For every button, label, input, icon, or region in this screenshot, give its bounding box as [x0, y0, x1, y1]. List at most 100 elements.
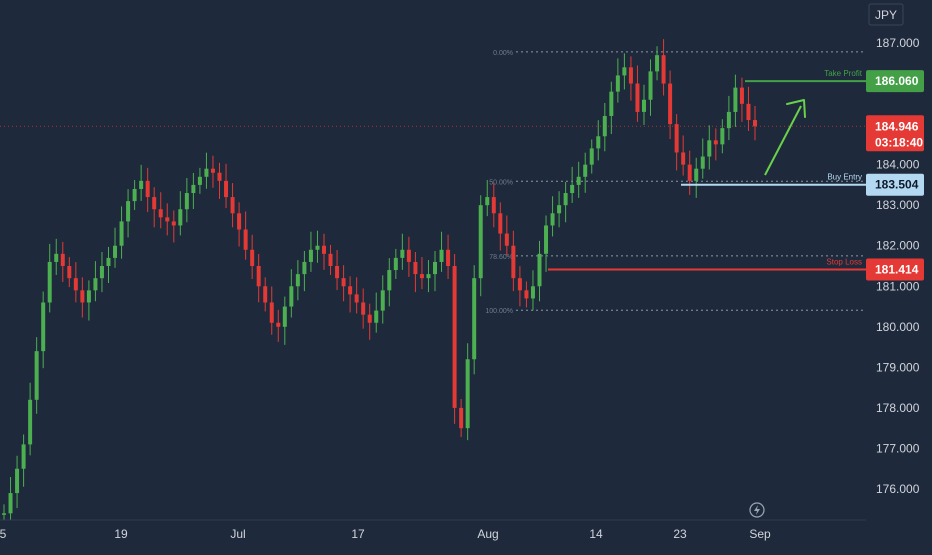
time-tick-label: 17	[351, 527, 365, 541]
candle-body	[602, 115, 607, 137]
candle	[374, 292, 379, 333]
candle	[256, 254, 261, 303]
candle-body	[308, 249, 313, 262]
candle-body	[132, 188, 137, 202]
candle	[733, 74, 738, 127]
candle	[655, 46, 660, 81]
candle	[197, 167, 202, 194]
time-tick-label: Sep	[749, 527, 771, 541]
candle	[570, 166, 575, 203]
candle	[576, 161, 581, 198]
candle-body	[661, 55, 666, 84]
candle	[335, 249, 340, 291]
candle-body	[250, 249, 255, 266]
candle-body	[2, 513, 6, 515]
candle-body	[668, 83, 673, 125]
candle	[504, 215, 509, 256]
candle-body	[302, 261, 307, 275]
price-tick-label: 182.000	[876, 239, 920, 253]
candle-body	[230, 197, 235, 214]
candle-body	[524, 290, 529, 299]
candle-body	[191, 184, 196, 194]
candle-body	[504, 233, 509, 246]
buy-entry-tag: 183.504	[866, 173, 924, 196]
time-axis-panel[interactable]	[0, 520, 932, 550]
lightning-icon[interactable]	[749, 502, 765, 518]
candle-body	[348, 286, 353, 295]
candle	[674, 114, 679, 171]
candle-body	[152, 197, 157, 210]
candle	[126, 189, 131, 238]
candle-body	[674, 124, 679, 153]
time-tick-label: 23	[673, 527, 687, 541]
candle	[2, 504, 6, 523]
candle-body	[197, 176, 202, 185]
candle-body	[210, 168, 215, 173]
candle-body	[113, 245, 118, 258]
candle-body	[472, 278, 477, 360]
time-axis[interactable]: 5 19 Jul 17 Aug 14 23 Sep	[0, 527, 771, 541]
currency-badge[interactable]	[868, 3, 904, 26]
candle	[308, 231, 313, 272]
candle-body	[34, 351, 39, 400]
candle-body	[406, 249, 411, 262]
time-tick-label: 14	[589, 527, 603, 541]
candle-body	[713, 140, 718, 145]
candle-body	[498, 213, 503, 234]
candle	[99, 252, 104, 293]
candle-body	[99, 266, 104, 279]
candle-body	[86, 290, 91, 303]
candle-body	[243, 229, 248, 250]
price-tick-label: 177.000	[876, 441, 920, 455]
candle	[583, 152, 588, 193]
candle-body	[393, 257, 398, 271]
arrow-up-icon	[764, 99, 806, 176]
candle	[152, 187, 157, 228]
candle	[694, 157, 699, 198]
fib-level-label: 100.00%	[485, 308, 513, 315]
fib-level-label: 78.60%	[489, 254, 513, 261]
candle	[726, 95, 731, 141]
candle	[28, 382, 33, 456]
candle	[217, 162, 222, 199]
candle	[178, 191, 183, 236]
candle	[60, 241, 65, 283]
candle	[86, 280, 91, 321]
candle-body	[341, 278, 346, 287]
candle-body	[282, 306, 287, 327]
candle	[641, 84, 646, 125]
candle	[15, 455, 20, 509]
candle	[210, 155, 215, 188]
candle	[282, 296, 287, 345]
candle	[517, 266, 522, 307]
candle	[67, 257, 72, 288]
candle	[139, 164, 144, 201]
candle	[537, 240, 542, 302]
candle	[73, 262, 78, 303]
candle-body	[446, 249, 451, 266]
candle-body	[576, 176, 581, 185]
candle	[321, 233, 326, 270]
candle	[413, 252, 418, 293]
candle-body	[126, 201, 131, 222]
candle-body	[628, 67, 633, 84]
candle-body	[60, 253, 65, 266]
candle	[224, 163, 229, 209]
candle-body	[106, 257, 111, 266]
candle	[426, 260, 431, 293]
candle	[713, 128, 718, 161]
candle-body	[739, 87, 744, 104]
candle	[47, 243, 52, 313]
candle-body	[237, 213, 242, 230]
candle	[700, 138, 705, 179]
candle	[485, 180, 490, 217]
candle	[753, 106, 757, 141]
candle-body	[537, 253, 542, 287]
candle-body	[419, 274, 424, 279]
candle	[406, 236, 411, 277]
candle-body	[687, 164, 692, 181]
candle	[302, 250, 307, 292]
candle-body	[73, 278, 78, 291]
candle	[544, 215, 549, 272]
